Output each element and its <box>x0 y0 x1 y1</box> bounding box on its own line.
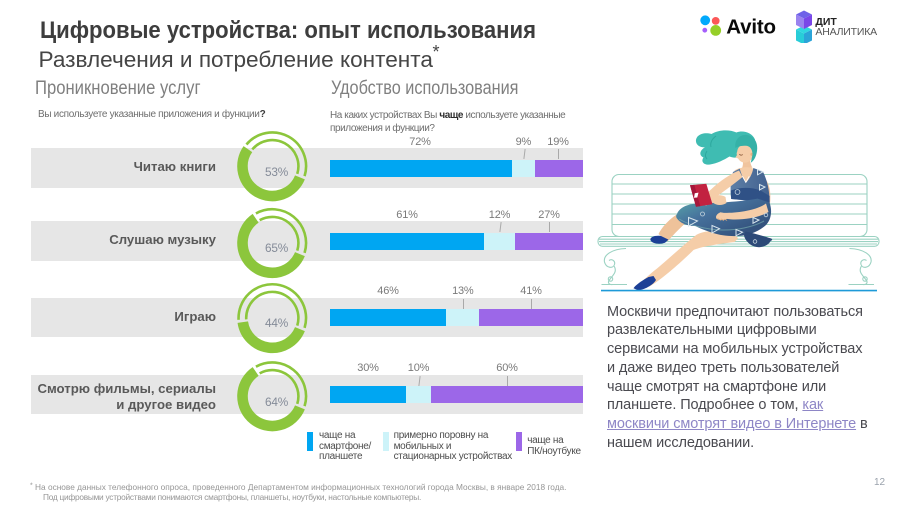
svg-text:АНАЛИТИКА: АНАЛИТИКА <box>815 26 877 38</box>
svg-text:ДИТ: ДИТ <box>815 16 837 28</box>
svg-text:Avito: Avito <box>726 15 776 38</box>
